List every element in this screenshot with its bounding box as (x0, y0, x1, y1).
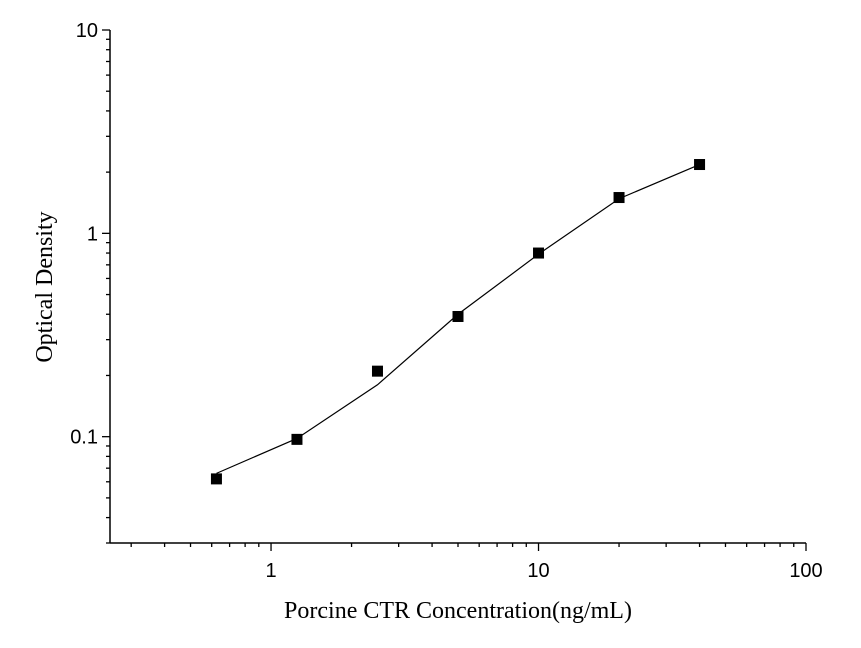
data-point (533, 247, 545, 259)
data-point (291, 433, 303, 445)
data-point (452, 310, 464, 322)
x-tick-label: 10 (527, 560, 549, 582)
data-point (210, 473, 222, 485)
y-tick-label: 10 (76, 20, 98, 42)
y-axis-title: Optical Density (32, 211, 58, 362)
x-tick-label: 1 (265, 560, 276, 582)
y-tick-label: 0.1 (70, 427, 98, 449)
data-points-layer (210, 159, 706, 485)
y-tick-label: 1 (87, 223, 98, 245)
axes: 0.1 1 10 1 10 100 (70, 20, 823, 582)
x-axis-title: Porcine CTR Concentration(ng/mL) (284, 598, 632, 624)
data-point (371, 365, 383, 377)
x-tick-label: 100 (789, 560, 822, 582)
data-point (613, 192, 625, 204)
data-point (694, 159, 706, 171)
